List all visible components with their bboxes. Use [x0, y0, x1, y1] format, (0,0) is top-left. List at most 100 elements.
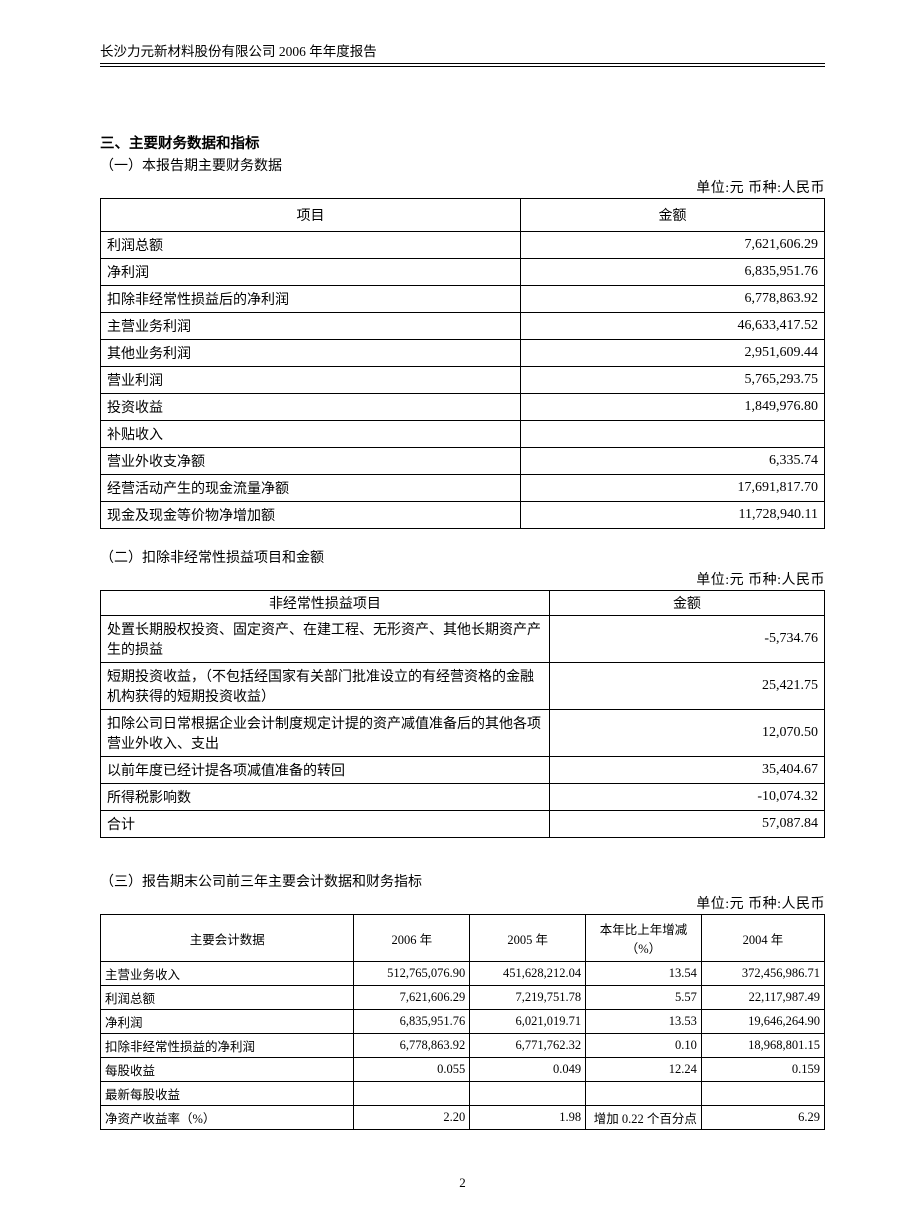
- row-cell: [354, 1082, 470, 1106]
- table-row: 净资产收益率（%）2.201.98增加 0.22 个百分点6.29: [101, 1106, 825, 1130]
- row-cell: 净资产收益率（%）: [101, 1106, 354, 1130]
- header-rule-1: [100, 63, 825, 64]
- row-value: 12,070.50: [549, 710, 824, 757]
- table-row: 扣除非经常性损益的净利润6,778,863.926,771,762.320.10…: [101, 1034, 825, 1058]
- row-value: 6,835,951.76: [520, 259, 824, 286]
- table-row: 经营活动产生的现金流量净额17,691,817.70: [101, 475, 825, 502]
- row-value: 11,728,940.11: [520, 502, 824, 529]
- subsection2-title: （二）扣除非经常性损益项目和金额: [100, 547, 825, 567]
- row-cell: 6.29: [701, 1106, 824, 1130]
- table-row: 扣除非经常性损益后的净利润6,778,863.92: [101, 286, 825, 313]
- table-row: 投资收益1,849,976.80: [101, 394, 825, 421]
- row-cell: 0.10: [586, 1034, 702, 1058]
- row-label: 处置长期股权投资、固定资产、在建工程、无形资产、其他长期资产产生的损益: [101, 616, 550, 663]
- table-row: 现金及现金等价物净增加额11,728,940.11: [101, 502, 825, 529]
- row-value: 5,765,293.75: [520, 367, 824, 394]
- row-cell: [470, 1082, 586, 1106]
- table-row: 以前年度已经计提各项减值准备的转回35,404.67: [101, 757, 825, 784]
- col-header-amount: 金额: [549, 591, 824, 616]
- table-row: 主营业务利润46,633,417.52: [101, 313, 825, 340]
- table-row: 净利润6,835,951.766,021,019.7113.5319,646,2…: [101, 1010, 825, 1034]
- nonrecurring-items-table: 非经常性损益项目 金额 处置长期股权投资、固定资产、在建工程、无形资产、其他长期…: [100, 590, 825, 838]
- row-value: 25,421.75: [549, 663, 824, 710]
- col-header-change: 本年比上年增减（%）: [586, 915, 702, 962]
- col-header-2006: 2006 年: [354, 915, 470, 962]
- row-label: 主营业务利润: [101, 313, 521, 340]
- row-cell: 主营业务收入: [101, 962, 354, 986]
- row-cell: 13.54: [586, 962, 702, 986]
- row-label: 合计: [101, 811, 550, 838]
- col-header-item: 主要会计数据: [101, 915, 354, 962]
- row-label: 投资收益: [101, 394, 521, 421]
- row-value: 6,335.74: [520, 448, 824, 475]
- table-row: 主营业务收入512,765,076.90451,628,212.0413.543…: [101, 962, 825, 986]
- col-header-amount: 金额: [520, 199, 824, 232]
- header-rule-2: [100, 66, 825, 67]
- row-cell: 最新每股收益: [101, 1082, 354, 1106]
- row-cell: 6,778,863.92: [354, 1034, 470, 1058]
- row-value: 6,778,863.92: [520, 286, 824, 313]
- page-number: 2: [100, 1175, 825, 1191]
- row-value: 46,633,417.52: [520, 313, 824, 340]
- table-row: 利润总额7,621,606.29: [101, 232, 825, 259]
- table-row: 短期投资收益，（不包括经国家有关部门批准设立的有经营资格的金融机构获得的短期投资…: [101, 663, 825, 710]
- row-label: 扣除非经常性损益后的净利润: [101, 286, 521, 313]
- section-title: 三、主要财务数据和指标: [100, 132, 825, 153]
- table-row: 营业利润5,765,293.75: [101, 367, 825, 394]
- row-cell: 净利润: [101, 1010, 354, 1034]
- table-header-row: 主要会计数据 2006 年 2005 年 本年比上年增减（%） 2004 年: [101, 915, 825, 962]
- row-value: 7,621,606.29: [520, 232, 824, 259]
- row-cell: 扣除非经常性损益的净利润: [101, 1034, 354, 1058]
- row-value: -5,734.76: [549, 616, 824, 663]
- row-label: 以前年度已经计提各项减值准备的转回: [101, 757, 550, 784]
- row-label: 净利润: [101, 259, 521, 286]
- row-label: 经营活动产生的现金流量净额: [101, 475, 521, 502]
- col-header-item: 项目: [101, 199, 521, 232]
- row-cell: 6,021,019.71: [470, 1010, 586, 1034]
- row-cell: 0.049: [470, 1058, 586, 1082]
- table-row: 补贴收入: [101, 421, 825, 448]
- row-cell: 12.24: [586, 1058, 702, 1082]
- row-label: 所得税影响数: [101, 784, 550, 811]
- row-cell: 1.98: [470, 1106, 586, 1130]
- row-value: 35,404.67: [549, 757, 824, 784]
- table-row: 扣除公司日常根据企业会计制度规定计提的资产减值准备后的其他各项营业外收入、支出1…: [101, 710, 825, 757]
- subsection2-unit: 单位:元 币种:人民币: [100, 569, 825, 589]
- row-cell: 每股收益: [101, 1058, 354, 1082]
- table-row: 最新每股收益: [101, 1082, 825, 1106]
- row-cell: 增加 0.22 个百分点: [586, 1106, 702, 1130]
- row-cell: 512,765,076.90: [354, 962, 470, 986]
- row-value: 57,087.84: [549, 811, 824, 838]
- col-header-2005: 2005 年: [470, 915, 586, 962]
- table-header-row: 项目 金额: [101, 199, 825, 232]
- row-cell: [586, 1082, 702, 1106]
- subsection3-unit: 单位:元 币种:人民币: [100, 893, 825, 913]
- table-row: 处置长期股权投资、固定资产、在建工程、无形资产、其他长期资产产生的损益-5,73…: [101, 616, 825, 663]
- row-cell: 利润总额: [101, 986, 354, 1010]
- subsection3-title: （三）报告期末公司前三年主要会计数据和财务指标: [100, 871, 825, 891]
- table-header-row: 非经常性损益项目 金额: [101, 591, 825, 616]
- table-row: 净利润6,835,951.76: [101, 259, 825, 286]
- three-year-data-table: 主要会计数据 2006 年 2005 年 本年比上年增减（%） 2004 年 主…: [100, 914, 825, 1130]
- row-cell: 2.20: [354, 1106, 470, 1130]
- table-row: 利润总额7,621,606.297,219,751.785.5722,117,9…: [101, 986, 825, 1010]
- row-value: 1,849,976.80: [520, 394, 824, 421]
- subsection1-title: （一）本报告期主要财务数据: [100, 155, 825, 175]
- row-cell: 451,628,212.04: [470, 962, 586, 986]
- row-cell: 6,771,762.32: [470, 1034, 586, 1058]
- table-row: 其他业务利润2,951,609.44: [101, 340, 825, 367]
- row-cell: 372,456,986.71: [701, 962, 824, 986]
- row-value: 2,951,609.44: [520, 340, 824, 367]
- row-cell: 22,117,987.49: [701, 986, 824, 1010]
- col-header-2004: 2004 年: [701, 915, 824, 962]
- table-row: 所得税影响数-10,074.32: [101, 784, 825, 811]
- row-label: 扣除公司日常根据企业会计制度规定计提的资产减值准备后的其他各项营业外收入、支出: [101, 710, 550, 757]
- row-cell: [701, 1082, 824, 1106]
- row-cell: 18,968,801.15: [701, 1034, 824, 1058]
- row-cell: 0.055: [354, 1058, 470, 1082]
- row-cell: 19,646,264.90: [701, 1010, 824, 1034]
- row-label: 现金及现金等价物净增加额: [101, 502, 521, 529]
- col-header-item: 非经常性损益项目: [101, 591, 550, 616]
- document-header: 长沙力元新材料股份有限公司 2006 年年度报告: [100, 40, 825, 60]
- row-cell: 5.57: [586, 986, 702, 1010]
